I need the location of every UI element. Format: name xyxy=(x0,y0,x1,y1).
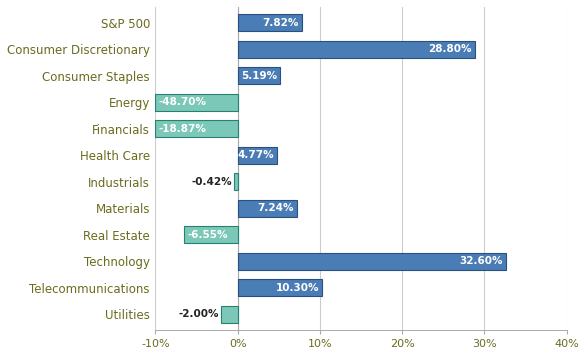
Bar xyxy=(238,14,302,31)
Text: -6.55%: -6.55% xyxy=(187,230,227,240)
Text: 32.60%: 32.60% xyxy=(459,256,503,266)
Bar xyxy=(155,94,238,111)
Text: 4.77%: 4.77% xyxy=(237,150,274,160)
Text: 10.30%: 10.30% xyxy=(275,283,319,293)
Bar xyxy=(155,120,238,137)
Bar xyxy=(222,305,238,323)
Text: 7.82%: 7.82% xyxy=(263,18,299,28)
Text: -2.00%: -2.00% xyxy=(178,309,219,319)
Text: -18.87%: -18.87% xyxy=(159,124,207,134)
Bar xyxy=(238,41,475,58)
Bar xyxy=(238,279,322,296)
Text: -0.42%: -0.42% xyxy=(191,177,232,187)
Bar xyxy=(234,173,238,190)
Bar xyxy=(184,226,238,243)
Text: 7.24%: 7.24% xyxy=(257,203,294,213)
Text: 28.80%: 28.80% xyxy=(428,44,471,54)
Bar xyxy=(238,67,281,84)
Bar xyxy=(238,147,277,164)
Text: -48.70%: -48.70% xyxy=(159,97,207,107)
Bar xyxy=(238,200,297,217)
Bar xyxy=(238,252,506,270)
Text: 5.19%: 5.19% xyxy=(241,71,277,81)
